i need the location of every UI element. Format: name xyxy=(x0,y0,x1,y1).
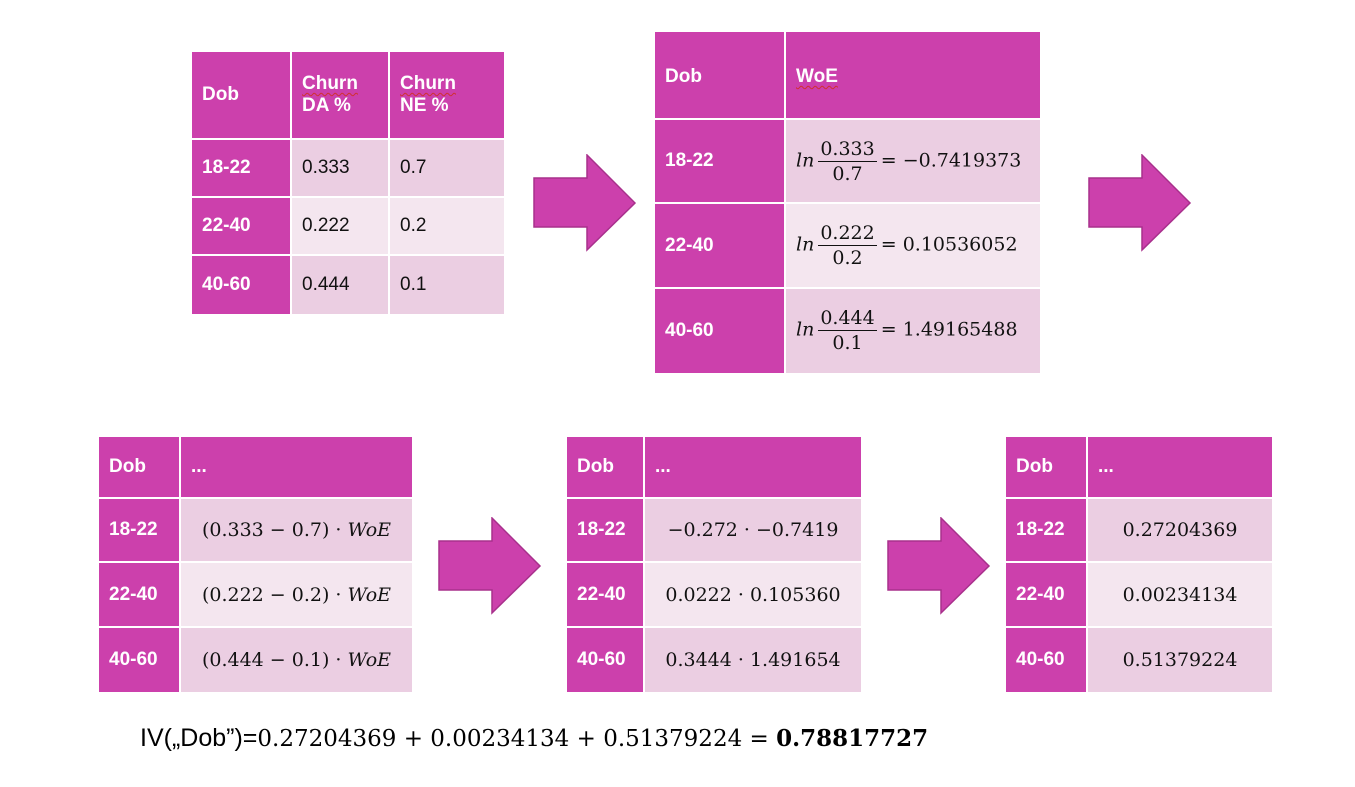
header-dob: Dob xyxy=(567,437,645,500)
product-expression: −0.272 · −0.7419 xyxy=(645,499,861,564)
header-ellipsis: ... xyxy=(181,437,412,500)
difference-woe-table: Dob ... 18-22 (0.333 − 0.7) · WoE 22-40 … xyxy=(99,437,412,692)
iv-label: IV(„Dob”)= xyxy=(140,724,258,752)
iv-value: 0.51379224 xyxy=(1088,627,1272,692)
row-label: 22-40 xyxy=(99,563,181,628)
header-ellipsis: ... xyxy=(645,437,861,500)
churn-da-value: 0.222 xyxy=(292,198,390,256)
header-dob: Dob xyxy=(192,52,292,140)
arrow-right-icon xyxy=(438,517,542,615)
header-ellipsis: ... xyxy=(1088,437,1272,500)
woe-table: Dob WoE 18-22 ln 0.333 0.7 = −0.7419373 22-… xyxy=(655,32,1040,373)
churn-ne-value: 0.2 xyxy=(390,198,504,256)
row-label: 22-40 xyxy=(192,198,292,256)
woe-formula: ln 0.444 0.1 = 1.49165488 xyxy=(786,288,1040,373)
churn-da-value: 0.444 xyxy=(292,256,390,314)
header-dob: Dob xyxy=(655,32,786,121)
row-label: 40-60 xyxy=(99,627,181,692)
row-label: 40-60 xyxy=(1006,627,1088,692)
row-label: 18-22 xyxy=(192,140,292,198)
row-label: 22-40 xyxy=(567,563,645,628)
iv-formula: IV(„Dob”)=0.27204369 + 0.00234134 + 0.51… xyxy=(140,724,928,753)
product-table: Dob ... 18-22 −0.272 · −0.7419 22-40 0.0… xyxy=(567,437,861,692)
row-label: 18-22 xyxy=(99,499,181,564)
header-dob: Dob xyxy=(1006,437,1088,500)
row-label: 40-60 xyxy=(655,288,786,373)
row-label: 18-22 xyxy=(1006,499,1088,564)
row-label: 18-22 xyxy=(655,120,786,205)
arrow-right-icon xyxy=(533,154,637,252)
arrow-right-icon xyxy=(1088,154,1192,252)
row-label: 18-22 xyxy=(567,499,645,564)
difference-times-woe: (0.222 − 0.2) · WoE xyxy=(181,563,412,628)
difference-times-woe: (0.333 − 0.7) · WoE xyxy=(181,499,412,564)
row-label: 40-60 xyxy=(192,256,292,314)
iv-sum: 0.27204369 + 0.00234134 + 0.51379224 = xyxy=(257,726,777,752)
row-label: 22-40 xyxy=(1006,563,1088,628)
row-label: 40-60 xyxy=(567,627,645,692)
woe-formula: ln 0.333 0.7 = −0.7419373 xyxy=(786,120,1040,205)
header-dob: Dob xyxy=(99,437,181,500)
iv-value: 0.27204369 xyxy=(1088,499,1272,564)
header-churn-da: Churn DA % xyxy=(292,52,390,140)
churn-ne-value: 0.7 xyxy=(390,140,504,198)
iv-result: 0.78817727 xyxy=(776,725,929,752)
difference-times-woe: (0.444 − 0.1) · WoE xyxy=(181,627,412,692)
product-expression: 0.0222 · 0.105360 xyxy=(645,563,861,628)
row-label: 22-40 xyxy=(655,204,786,289)
iv-contribution-table: Dob ... 18-22 0.27204369 22-40 0.0023413… xyxy=(1006,437,1272,692)
arrow-right-icon xyxy=(887,517,991,615)
product-expression: 0.3444 · 1.491654 xyxy=(645,627,861,692)
header-churn-ne: Churn NE % xyxy=(390,52,504,140)
woe-formula: ln 0.222 0.2 = 0.10536052 xyxy=(786,204,1040,289)
iv-value: 0.00234134 xyxy=(1088,563,1272,628)
churn-ne-value: 0.1 xyxy=(390,256,504,314)
churn-da-value: 0.333 xyxy=(292,140,390,198)
churn-table: Dob Churn DA % Churn NE % 18-22 0.333 0.7 … xyxy=(192,52,504,314)
header-woe: WoE xyxy=(786,32,1040,121)
